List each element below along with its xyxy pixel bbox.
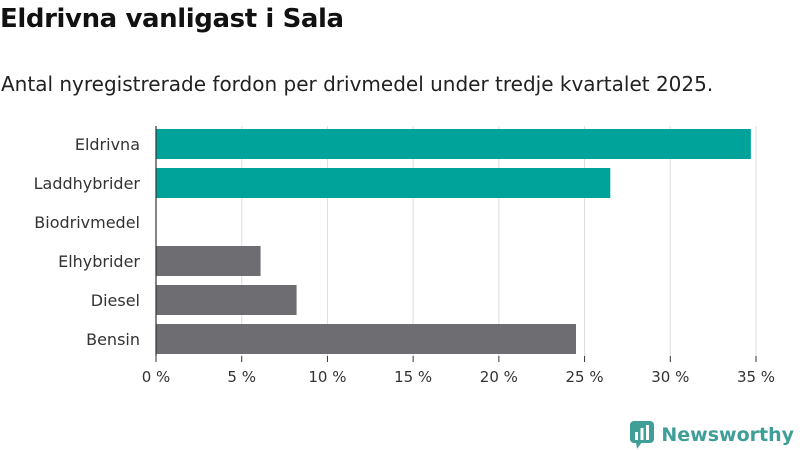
bar-laddhybrider xyxy=(156,168,611,198)
brand-name: Newsworthy xyxy=(661,424,794,446)
category-label: Biodrivmedel xyxy=(34,213,140,232)
category-label: Bensin xyxy=(86,330,140,349)
category-label: Laddhybrider xyxy=(34,174,141,193)
newsworthy-logo-icon xyxy=(630,421,655,449)
category-labels: Eldrivna Laddhybrider Biodrivmedel Elhybrid… xyxy=(34,135,141,349)
x-tick-label: 35 % xyxy=(737,368,775,386)
bar-bensin xyxy=(156,324,576,354)
bar-diesel xyxy=(156,285,297,315)
chart-title: Eldrivna vanligast i Sala xyxy=(0,4,344,34)
bars xyxy=(156,129,751,354)
brand-logo: Newsworthy xyxy=(629,420,794,450)
x-tick-label: 0 % xyxy=(142,368,171,386)
x-tick-label: 15 % xyxy=(394,368,432,386)
bar-elhybrider xyxy=(156,246,261,276)
bar-chart: Eldrivna Laddhybrider Biodrivmedel Elhybrid… xyxy=(34,126,775,386)
x-tick-label: 20 % xyxy=(480,368,518,386)
x-tick-label: 30 % xyxy=(651,368,689,386)
category-label: Elhybrider xyxy=(58,252,140,271)
bar-eldrivna xyxy=(156,129,751,159)
x-axis: 0 % 5 % 10 % 15 % 20 % 25 % 30 % 35 % xyxy=(142,126,775,386)
x-tick-label: 5 % xyxy=(227,368,256,386)
category-label: Diesel xyxy=(91,291,140,310)
category-label: Eldrivna xyxy=(75,135,140,154)
chart-subtitle: Antal nyregistrerade fordon per drivmede… xyxy=(1,72,714,96)
grid-lines xyxy=(241,126,757,356)
x-tick-label: 10 % xyxy=(308,368,346,386)
x-tick-label: 25 % xyxy=(566,368,604,386)
